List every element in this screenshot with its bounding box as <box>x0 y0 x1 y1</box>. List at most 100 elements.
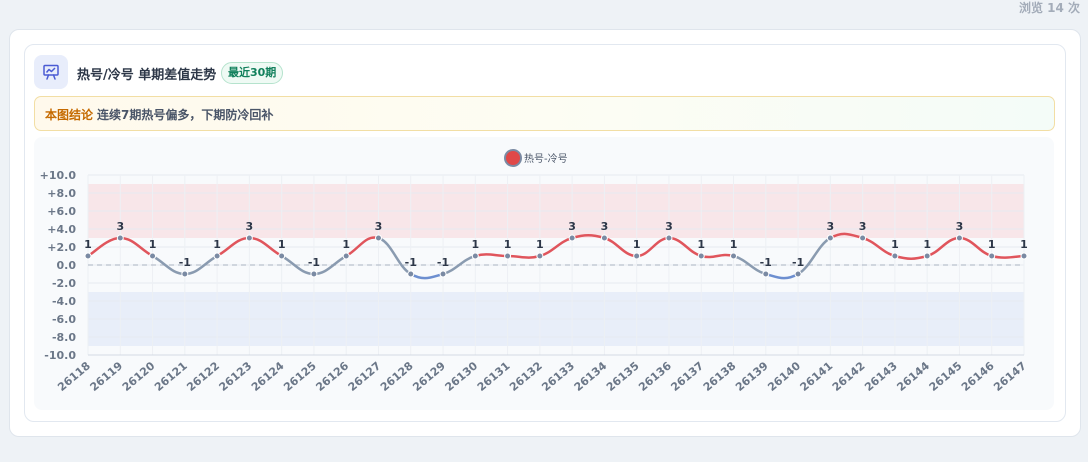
conclusion-label: 本图结论 <box>45 108 94 122</box>
series-line-segment <box>893 254 929 260</box>
data-point <box>245 234 253 242</box>
data-label: -1 <box>308 256 320 269</box>
legend-marker <box>504 149 522 167</box>
y-tick-label: +10.0 <box>40 169 77 182</box>
line-chart: +10.0 +8.0 +6.0 +4.0 +2.0 0.0 -2.0 -4.0 -6.0 -8.0… <box>40 149 1029 394</box>
data-label: 3 <box>956 220 964 233</box>
x-tick-label: 26136 <box>636 359 674 394</box>
x-tick-label: 26134 <box>572 359 610 394</box>
x-tick-label: 26146 <box>959 359 997 394</box>
x-tick-label: 26120 <box>120 359 158 394</box>
data-point <box>600 234 608 242</box>
data-label: 1 <box>923 238 931 251</box>
x-tick-label: 26135 <box>604 359 642 394</box>
x-tick-label: 26139 <box>733 359 771 394</box>
data-point <box>665 234 673 242</box>
x-tick-label: 26141 <box>798 359 836 394</box>
series-line-segment <box>474 253 509 258</box>
series-line-segment <box>990 254 1026 259</box>
data-point <box>84 252 92 260</box>
x-tick-label: 26118 <box>55 359 93 394</box>
card-title: 热号/冷号 单期差值走势 <box>77 68 217 83</box>
data-label: 1 <box>504 238 512 251</box>
data-label: 1 <box>536 238 544 251</box>
chart-area: +10.0 +8.0 +6.0 +4.0 +2.0 0.0 -2.0 -4.0 -6.0 -8.0… <box>34 137 1054 410</box>
data-label: 1 <box>891 238 899 251</box>
x-tick-label: 26142 <box>830 359 868 394</box>
data-point <box>278 252 286 260</box>
data-point <box>826 234 834 242</box>
series-line-segment <box>506 254 542 259</box>
series-line-segment <box>764 272 800 280</box>
chart-icon <box>34 55 68 89</box>
data-label: 1 <box>471 238 479 251</box>
series-line-segment <box>699 253 735 259</box>
x-tick-label: 26126 <box>313 359 351 394</box>
x-tick-label: 26128 <box>378 359 416 394</box>
y-tick-label: 0.0 <box>57 259 77 272</box>
data-label: 1 <box>730 238 738 251</box>
data-label: 1 <box>697 238 705 251</box>
conclusion-text: 连续7期热号偏多，下期防冷回补 <box>97 108 274 122</box>
data-point <box>149 252 157 260</box>
y-tick-label: +6.0 <box>47 205 76 218</box>
y-tick-label: -10.0 <box>44 349 76 362</box>
y-tick-label: -2.0 <box>52 277 76 290</box>
data-label: -1 <box>179 256 191 269</box>
data-point <box>374 234 382 242</box>
x-tick-label: 26129 <box>410 359 448 394</box>
x-tick-label: 26143 <box>862 359 900 394</box>
data-point <box>697 252 705 260</box>
data-label: 3 <box>859 220 867 233</box>
x-tick-label: 26137 <box>668 359 706 394</box>
data-label: -1 <box>405 256 417 269</box>
period-badge: 最近30期 <box>221 62 284 84</box>
data-label: 3 <box>665 220 673 233</box>
data-label: 1 <box>633 238 641 251</box>
x-tick-label: 26131 <box>475 359 513 394</box>
y-tick-label: -4.0 <box>52 295 76 308</box>
x-tick-label: 26123 <box>217 359 255 394</box>
x-tick-label: 26133 <box>539 359 577 394</box>
x-tick-label: 26122 <box>184 359 222 394</box>
data-point <box>1020 252 1028 260</box>
x-tick-label: 26127 <box>346 359 384 394</box>
data-label: 1 <box>213 238 221 251</box>
data-point <box>504 252 512 260</box>
data-label: 1 <box>149 238 157 251</box>
data-point <box>342 252 350 260</box>
data-label: 1 <box>342 238 350 251</box>
x-tick-label: 26130 <box>443 359 481 394</box>
data-label: -1 <box>437 256 449 269</box>
conclusion-box: 本图结论 连续7期热号偏多，下期防冷回补 <box>34 96 1055 131</box>
data-point <box>407 270 415 278</box>
data-point <box>471 252 479 260</box>
data-label: 3 <box>827 220 835 233</box>
data-point <box>891 252 899 260</box>
data-point <box>633 252 641 260</box>
x-tick-label: 26145 <box>927 359 965 394</box>
data-point <box>213 252 221 260</box>
x-tick-label: 26124 <box>249 359 287 394</box>
y-tick-label: +2.0 <box>47 241 76 254</box>
data-point <box>955 234 963 242</box>
data-label: -1 <box>760 256 772 269</box>
data-label: 1 <box>278 238 286 251</box>
x-tick-label: 26138 <box>701 359 739 394</box>
data-point <box>568 234 576 242</box>
data-point <box>181 270 189 278</box>
x-tick-label: 26147 <box>991 359 1029 394</box>
data-label: -1 <box>792 256 804 269</box>
series-line-segment <box>796 236 832 276</box>
data-label: 3 <box>568 220 576 233</box>
y-tick-label: +4.0 <box>47 223 76 236</box>
x-tick-label: 26144 <box>894 359 932 394</box>
data-label: 3 <box>246 220 254 233</box>
data-point <box>439 270 447 278</box>
series-line-segment <box>409 272 445 280</box>
data-point <box>536 252 544 260</box>
view-count: 浏览 14 次 <box>1018 1 1080 15</box>
x-tick-label: 26125 <box>281 359 319 394</box>
data-point <box>310 270 318 278</box>
data-point <box>116 234 124 242</box>
